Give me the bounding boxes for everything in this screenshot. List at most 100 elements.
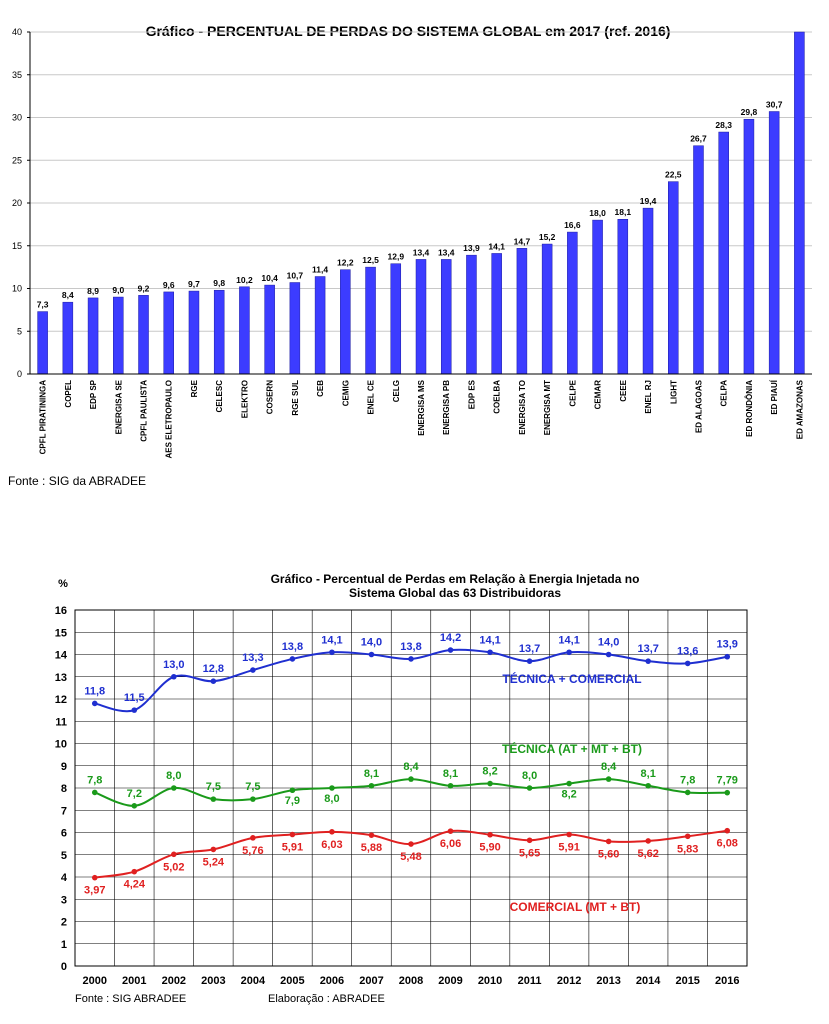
bar-chart-title: Gráfico - PERCENTUAL DE PERDAS DO SISTEM… <box>146 23 671 39</box>
bar-value-label: 18,1 <box>615 207 632 217</box>
bar <box>768 111 780 375</box>
line-y-tick-label: 11 <box>55 716 67 728</box>
bar-y-tick-label: 25 <box>12 155 22 165</box>
bar-x-label: LIGHT <box>669 380 678 404</box>
bar-value-label: 19,4 <box>640 196 657 206</box>
series-point <box>91 874 98 881</box>
bar-value-label: 10,2 <box>236 275 253 285</box>
series-data-label: 5,90 <box>479 842 500 854</box>
series-point <box>329 785 335 791</box>
line-x-tick-label: 2005 <box>280 975 304 987</box>
series-data-label: 7,2 <box>127 788 142 800</box>
series-point <box>210 678 217 684</box>
bar-x-label: RGE <box>190 379 199 397</box>
line-y-tick-label: 10 <box>55 739 67 751</box>
series-data-label: 8,4 <box>403 761 419 773</box>
series-data-label: 6,03 <box>321 839 342 851</box>
series-data-label: 13,7 <box>519 643 540 655</box>
bar <box>567 231 578 375</box>
bar-x-label: COELBA <box>493 380 502 414</box>
line-chart-series: 11,8 11,5 13,0 12,8 13,3 13,8 14,1 14,0 13,8 14,2… <box>84 632 738 897</box>
line-chart-credit: Elaboração : ABRADEE <box>268 993 385 1005</box>
bar <box>693 145 704 375</box>
series-label-tecnica-comercial: TÉCNICA + COMERCIAL <box>502 671 641 686</box>
series-point <box>724 827 731 834</box>
series-point <box>526 837 533 844</box>
bar <box>37 311 48 375</box>
bar-value-label: 9,0 <box>112 285 124 295</box>
line-y-tick-label: 1 <box>61 939 67 951</box>
series-data-label: 8,0 <box>166 770 181 782</box>
bar-value-label: 9,8 <box>213 278 225 288</box>
bar <box>138 295 149 375</box>
series-point <box>724 653 731 660</box>
series-point <box>645 658 651 664</box>
series-data-label: 11,8 <box>84 685 105 697</box>
bar-value-label: 12,2 <box>337 258 354 268</box>
bar-value-label: 8,4 <box>62 290 74 300</box>
series-data-label: 14,1 <box>558 634 579 646</box>
bar-x-label: CPFL PIRATININGA <box>39 380 48 455</box>
bar-value-label: 26,7 <box>690 134 707 144</box>
series-point <box>171 851 177 858</box>
series-point <box>526 658 533 664</box>
bar-y-tick-label: 20 <box>12 198 22 208</box>
bar-value-label: 12,9 <box>388 252 405 262</box>
series-point <box>329 829 335 835</box>
line-y-tick-label: 4 <box>61 872 68 884</box>
series-point <box>368 651 375 658</box>
line-x-tick-label: 2006 <box>320 975 344 987</box>
line-y-tick-label: 14 <box>55 650 68 662</box>
bar-value-label: 14,1 <box>488 241 505 251</box>
line-x-tick-label: 2002 <box>162 975 186 987</box>
series-data-label: 14,1 <box>321 634 342 646</box>
bar-value-label: 7,3 <box>37 300 49 310</box>
bar-x-label: CELPE <box>568 379 577 406</box>
series-point <box>724 789 731 796</box>
series-data-label: 7,8 <box>87 774 102 786</box>
line-y-tick-label: 3 <box>61 894 67 906</box>
series-data-label: 14,0 <box>598 637 619 649</box>
line-x-tick-label: 2016 <box>715 975 739 987</box>
bar <box>491 253 502 375</box>
series-point <box>684 789 691 796</box>
bar <box>289 282 301 375</box>
series-data-label: 4,24 <box>124 879 146 891</box>
series-data-label: 13,0 <box>163 659 184 671</box>
bar <box>415 259 427 375</box>
series-point <box>566 780 572 787</box>
line-y-tick-label: 15 <box>55 627 67 639</box>
line-y-tick-label: 0 <box>61 961 67 973</box>
series-point <box>526 785 533 791</box>
line-x-tick-label: 2004 <box>241 975 266 987</box>
series-data-label: 7,9 <box>285 795 300 807</box>
series-point <box>329 649 335 656</box>
series-point <box>171 785 177 791</box>
bar-value-label: 10,4 <box>261 273 278 283</box>
series-point <box>487 831 493 838</box>
bar <box>794 31 805 375</box>
bar-y-tick-label: 15 <box>12 241 22 251</box>
series-point <box>487 649 493 656</box>
bar <box>668 181 679 375</box>
bar <box>743 118 755 375</box>
bar-x-label: AES ELETROPAULO <box>165 380 174 459</box>
line-y-tick-label: 7 <box>61 805 67 817</box>
series-point <box>131 707 138 713</box>
series-point <box>645 782 651 789</box>
bar-chart: Gráfico - PERCENTUAL DE PERDAS DO SISTEM… <box>12 23 812 459</box>
bar-x-label: RGE SUL <box>291 380 300 416</box>
series-point <box>605 838 612 845</box>
bar-x-label: ENEL RJ <box>644 380 653 414</box>
series-data-label: 5,76 <box>242 845 263 857</box>
bar <box>440 259 452 375</box>
bar-value-label: 16,6 <box>564 220 581 230</box>
bar-y-tick-label: 35 <box>12 70 22 80</box>
series-data-label: 8,0 <box>324 793 339 805</box>
series-data-label: 7,8 <box>680 774 695 786</box>
line-chart: Gráfico - Percentual de Perdas em Relaçã… <box>55 572 748 1005</box>
line-x-tick-label: 2009 <box>438 975 462 987</box>
series-data-label: 7,5 <box>245 781 260 793</box>
bar-y-tick-label: 0 <box>17 369 22 379</box>
bar-value-label: 8,9 <box>87 286 99 296</box>
